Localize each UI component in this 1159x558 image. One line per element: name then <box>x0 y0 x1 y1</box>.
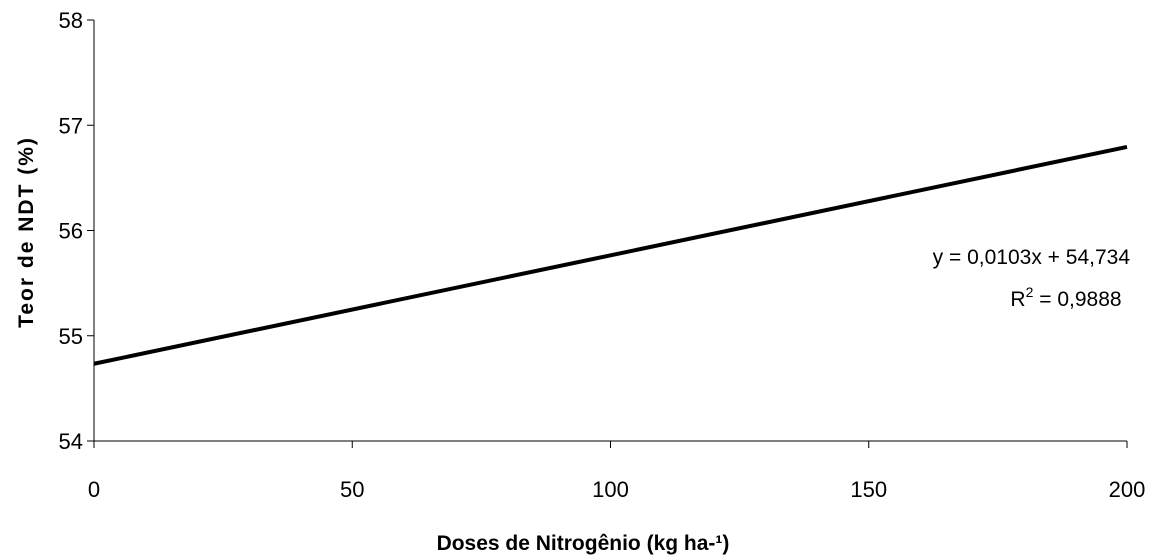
x-ticks: 0 50 100 150 200 <box>88 441 1145 502</box>
x-tick-label: 50 <box>340 477 364 502</box>
y-tick-label: 57 <box>59 113 83 138</box>
x-tick-label: 100 <box>592 477 629 502</box>
regression-equation: y = 0,0103x + 54,734 <box>933 246 1131 269</box>
y-ticks: 54 55 56 57 58 <box>59 8 94 454</box>
x-tick-label: 150 <box>850 477 887 502</box>
x-tick-label: 200 <box>1109 477 1146 502</box>
plot-area: 54 55 56 57 58 0 50 100 150 200 <box>59 8 1146 502</box>
y-axis-title: Teor de NDT (%) <box>15 136 38 328</box>
r-squared-superscript: 2 <box>1026 284 1034 300</box>
r-squared-value: = 0,9888 <box>1033 288 1121 311</box>
y-tick-label: 55 <box>59 324 83 349</box>
x-axis-title: Doses de Nitrogênio (kg ha-¹) <box>437 532 730 555</box>
r-squared-prefix: R <box>1010 288 1025 311</box>
series-layer <box>93 144 1128 366</box>
y-tick-label: 58 <box>59 8 83 33</box>
regression-line <box>93 144 1128 366</box>
y-tick-label: 56 <box>59 219 83 244</box>
r-squared: R2 = 0,9888 <box>1010 284 1121 311</box>
x-tick-label: 0 <box>88 477 100 502</box>
y-tick-label: 54 <box>59 429 83 454</box>
